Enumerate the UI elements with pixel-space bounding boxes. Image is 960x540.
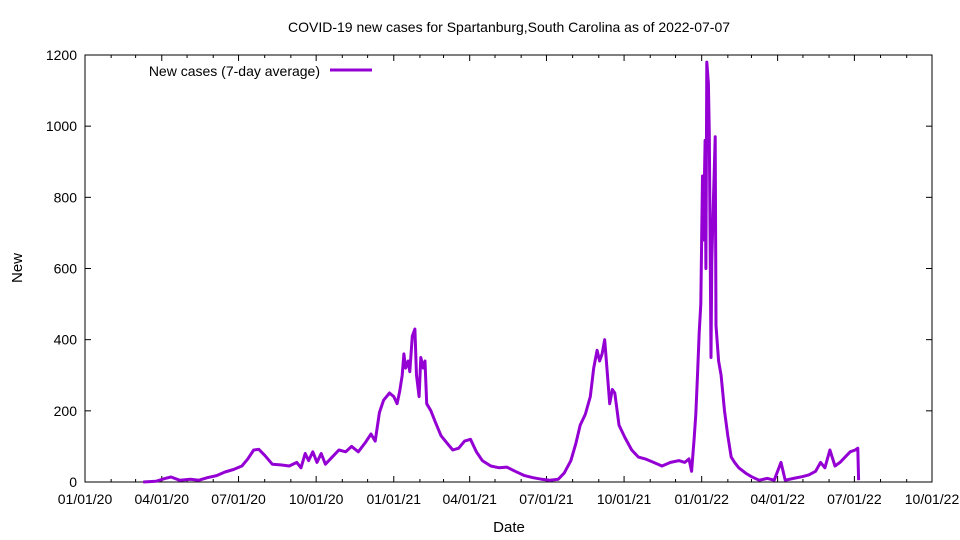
y-tick-label: 1200 (46, 47, 77, 63)
y-tick-label: 1000 (46, 118, 77, 134)
x-tick-label: 10/01/21 (597, 491, 652, 507)
x-tick-label: 10/01/20 (289, 491, 344, 507)
x-tick-label: 07/01/20 (211, 491, 266, 507)
x-tick-label: 04/01/21 (442, 491, 497, 507)
y-tick-label: 400 (54, 332, 78, 348)
legend: New cases (7-day average) (149, 63, 372, 79)
x-tick-label: 01/01/20 (58, 491, 113, 507)
x-tick-label: 10/01/22 (905, 491, 960, 507)
x-tick-label: 04/01/20 (135, 491, 190, 507)
y-tick-label: 0 (69, 474, 77, 490)
series-line-0 (143, 60, 861, 484)
y-axis-title: New (9, 253, 26, 283)
y-tick-label: 600 (54, 261, 78, 277)
x-tick-label: 01/01/21 (367, 491, 422, 507)
plot-frame (84, 54, 933, 483)
y-tick-label: 200 (54, 403, 78, 419)
legend-label: New cases (7-day average) (149, 63, 320, 79)
series-layer (143, 60, 861, 484)
x-axis: 01/01/20 04/01/20 07/01/20 10/01/20 01/01/21… (58, 55, 960, 507)
x-tick-label: 07/01/21 (519, 491, 574, 507)
x-tick-label: 04/01/22 (750, 491, 805, 507)
y-axis: 0 200 400 600 800 1000 1200 (46, 47, 932, 490)
y-tick-label: 800 (54, 189, 78, 205)
x-tick-label: 01/01/22 (674, 491, 729, 507)
x-tick-label: 07/01/22 (827, 491, 882, 507)
x-axis-title: Date (493, 519, 525, 536)
chart-title: COVID-19 new cases for Spartanburg,South… (288, 19, 730, 35)
